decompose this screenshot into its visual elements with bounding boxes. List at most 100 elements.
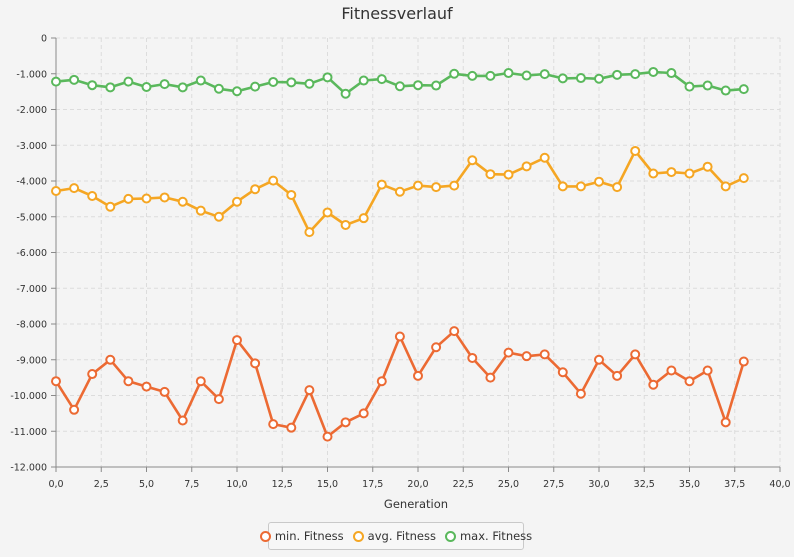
data-point [87,80,98,91]
data-point [394,186,405,197]
data-point [177,196,188,207]
data-point [557,367,568,378]
data-point [322,431,333,442]
data-point [213,83,224,94]
data-point [503,169,514,180]
x-tick-label: 25,0 [498,479,519,490]
data-point [87,369,98,380]
data-point [322,207,333,218]
data-point [720,417,731,428]
data-point [684,81,695,92]
legend-symbol [352,530,364,542]
data-point [521,70,532,81]
data-point [376,179,387,190]
data-point [250,184,261,195]
data-point [630,349,641,360]
data-point [684,376,695,387]
data-point [340,219,351,230]
x-tick-label: 40,0 [769,479,790,490]
data-point [358,75,369,86]
data-point [322,72,333,83]
data-point [467,155,478,166]
data-point [286,77,297,88]
legend-item: max. Fitness [444,529,532,543]
data-point [250,358,261,369]
data-point [575,388,586,399]
data-point [232,335,242,346]
data-point [539,69,550,80]
data-point [304,227,315,238]
x-tick-label: 37,5 [724,479,745,490]
data-point [449,68,460,79]
data-point [358,213,369,224]
data-point [666,365,677,376]
data-point [413,180,423,191]
y-tick-label: -7.000 [16,284,47,295]
data-point [702,365,713,376]
data-point [51,376,61,387]
data-point [467,352,478,363]
data-point [141,81,152,92]
data-point [702,80,713,91]
x-tick-label: 30,0 [588,479,609,490]
y-tick-label: -2.000 [16,105,47,116]
x-tick-label: 12,5 [272,479,293,490]
data-point [738,356,749,367]
data-point [557,181,568,192]
data-point [449,180,460,191]
data-point [268,76,279,87]
y-tick-label: -6.000 [16,248,47,259]
data-point [51,76,61,87]
data-point [51,186,61,197]
data-point [232,86,242,97]
x-tick-label: 10,0 [226,479,247,490]
data-point [376,376,387,387]
data-point [521,161,532,172]
data-point [666,68,677,79]
data-point [159,386,170,397]
y-tick-label: -8.000 [16,320,47,331]
data-point [213,394,224,405]
data-point [738,84,749,95]
data-point [431,342,442,353]
data-point [105,201,116,212]
data-point [720,85,731,96]
data-point [594,354,604,365]
y-tick-label: -10.000 [10,391,47,402]
data-point [159,79,170,90]
data-point [177,82,188,93]
data-point [159,192,170,203]
x-tick-label: 17,5 [362,479,383,490]
data-point [413,370,423,381]
data-point [376,74,387,85]
data-point [648,168,659,179]
data-point [630,145,641,156]
x-tick-label: 22,5 [453,479,474,490]
data-point [485,169,496,180]
legend-symbol [259,530,271,542]
data-point [69,404,80,415]
x-tick-label: 2,5 [94,479,109,490]
data-point [594,176,604,187]
y-tick-label: -4.000 [16,177,47,188]
data-point [87,191,98,202]
x-tick-label: 32,5 [634,479,655,490]
data-point [503,347,514,358]
data-point [575,181,586,192]
y-tick-label: 0 [41,34,47,45]
x-tick-label: 7,5 [184,479,199,490]
data-point [105,82,116,93]
data-point [720,181,731,192]
data-point [521,351,532,362]
y-tick-label: -1.000 [16,69,47,80]
data-point [539,349,550,360]
data-point [105,354,116,365]
data-point [431,182,442,193]
data-point [286,422,297,433]
data-point [268,419,279,430]
data-point [738,173,749,184]
chart-svg: 0 -1.000 -2.000 -3.000 -4.000 -5.000 -6.000 -7.… [10,34,790,512]
data-point [123,376,134,387]
legend: min. Fitness avg. Fitness max. Fitness [259,522,532,550]
